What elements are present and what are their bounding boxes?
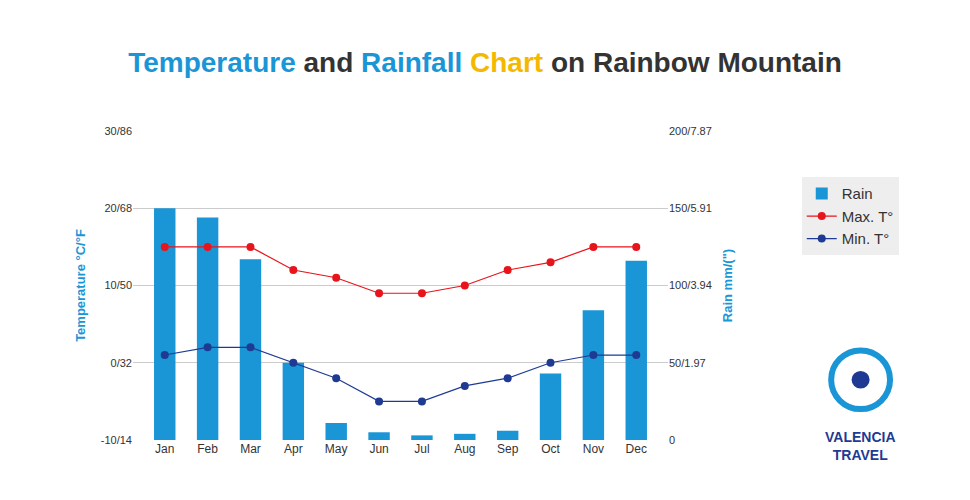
svg-text:Rain mm/("): Rain mm/(") — [720, 249, 735, 322]
svg-text:200/7.87: 200/7.87 — [669, 125, 712, 137]
svg-text:Jun: Jun — [369, 442, 388, 456]
svg-text:May: May — [325, 442, 348, 456]
svg-text:Sep: Sep — [497, 442, 519, 456]
svg-text:Nov: Nov — [583, 442, 604, 456]
svg-text:Dec: Dec — [626, 442, 647, 456]
svg-text:VALENCIATRAVEL: VALENCIATRAVEL — [825, 429, 896, 463]
svg-text:0/32: 0/32 — [111, 357, 132, 369]
svg-text:Feb: Feb — [197, 442, 218, 456]
svg-text:Rain: Rain — [842, 185, 873, 202]
svg-text:100/3.94: 100/3.94 — [669, 279, 712, 291]
svg-text:Mar: Mar — [240, 442, 261, 456]
svg-text:20/68: 20/68 — [104, 202, 132, 214]
svg-text:150/5.91: 150/5.91 — [669, 202, 712, 214]
svg-text:30/86: 30/86 — [104, 125, 132, 137]
svg-text:Aug: Aug — [454, 442, 475, 456]
svg-text:Apr: Apr — [284, 442, 303, 456]
svg-text:10/50: 10/50 — [104, 279, 132, 291]
svg-text:50/1.97: 50/1.97 — [669, 357, 706, 369]
svg-text:Min. T°: Min. T° — [842, 230, 889, 247]
svg-text:Temperature °C/°F: Temperature °C/°F — [73, 229, 88, 342]
svg-text:Temperature and Rainfall Chart: Temperature and Rainfall Chart on Rainbo… — [128, 47, 842, 78]
svg-text:Oct: Oct — [541, 442, 560, 456]
svg-text:0: 0 — [669, 434, 675, 446]
svg-text:Jul: Jul — [414, 442, 429, 456]
svg-text:Jan: Jan — [155, 442, 174, 456]
svg-text:-10/14: -10/14 — [101, 434, 132, 446]
svg-text:Max. T°: Max. T° — [842, 208, 894, 225]
